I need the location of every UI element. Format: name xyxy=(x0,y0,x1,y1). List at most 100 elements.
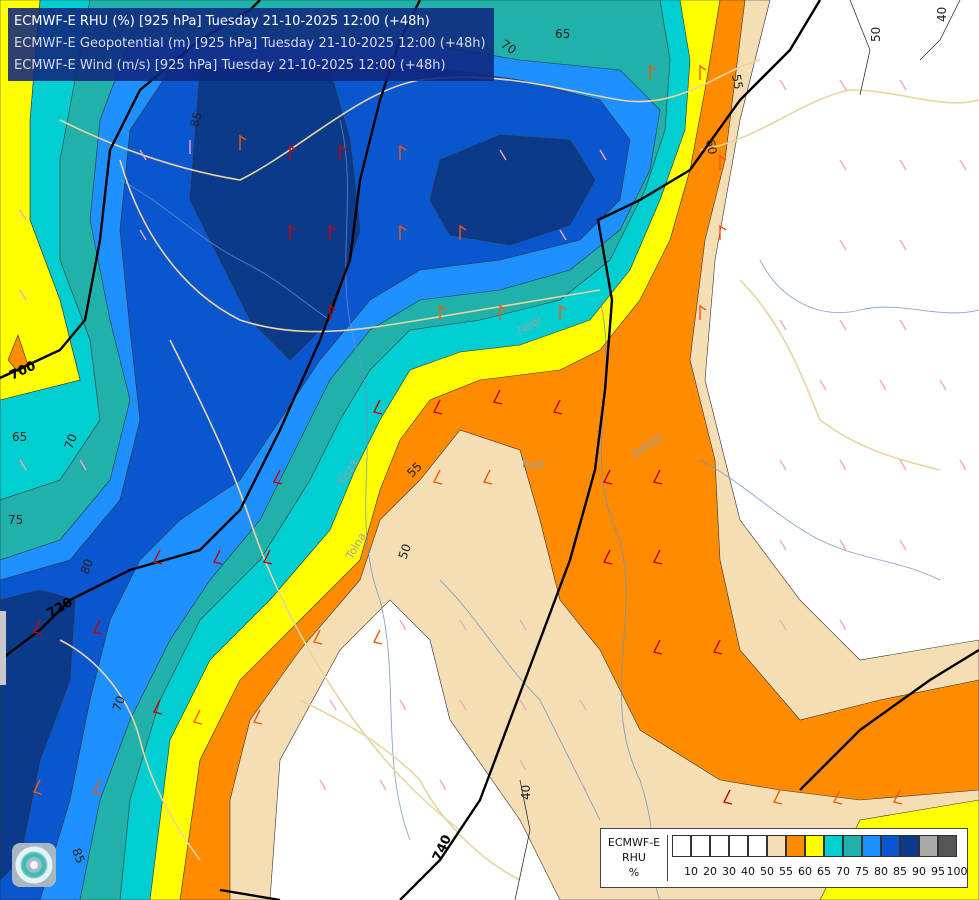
wind-barb-icon xyxy=(899,459,907,471)
wind-barbs xyxy=(19,64,967,805)
legend-tick-label: 10 xyxy=(684,865,698,878)
wind-barb-icon xyxy=(372,629,383,645)
wind-barb-icon xyxy=(599,149,607,161)
wind-barb-icon xyxy=(212,549,223,565)
wind-barb-icon xyxy=(899,539,907,551)
wind-barb-icon xyxy=(939,379,947,391)
legend-swatch xyxy=(900,835,919,857)
wind-barb-icon xyxy=(779,79,787,91)
legend-swatch xyxy=(691,835,710,857)
wind-barb-icon xyxy=(712,639,723,655)
wind-barb-icon xyxy=(839,459,847,471)
wind-barb-icon xyxy=(399,619,407,631)
wind-barb-icon xyxy=(839,539,847,551)
admin-borders xyxy=(59,59,979,881)
legend-swatch xyxy=(919,835,938,857)
wind-barb-icon xyxy=(372,399,383,415)
legend-model: ECMWF-E xyxy=(607,836,661,849)
wind-barb-icon xyxy=(959,459,967,471)
wind-barb-icon xyxy=(329,224,337,240)
wind-barb-icon xyxy=(289,144,297,160)
title-rhu: ECMWF-E RHU (%) [925 hPa] Tuesday 21-10-… xyxy=(14,14,430,29)
wind-barb-icon xyxy=(699,304,707,320)
wind-barb-icon xyxy=(559,304,567,320)
ecmwf-logo-icon xyxy=(12,843,56,887)
legend-tick-label: 40 xyxy=(741,865,755,878)
wind-barb-icon xyxy=(839,159,847,171)
legend-tick-label: 50 xyxy=(760,865,774,878)
wind-barb-icon xyxy=(719,154,727,170)
rhu-90-area-sw xyxy=(0,589,76,881)
wind-barb-icon xyxy=(602,549,613,565)
wind-barb-icon xyxy=(139,149,147,161)
legend-swatch xyxy=(881,835,900,857)
wind-barb-icon xyxy=(959,159,967,171)
wind-barb-icon xyxy=(899,159,907,171)
humidity-label: 40 xyxy=(935,7,949,22)
title-geopotential: ECMWF-E Geopotential (m) [925 hPa] Tuesd… xyxy=(14,36,486,51)
rhu-85-area xyxy=(0,59,631,900)
wind-barb-icon xyxy=(652,549,663,565)
wind-barb-icon xyxy=(602,469,613,485)
wind-barb-icon xyxy=(272,469,283,485)
wind-barb-icon xyxy=(899,239,907,251)
wind-barb-icon xyxy=(262,549,273,565)
wind-barb-icon xyxy=(459,619,467,631)
wind-barb-icon xyxy=(779,319,787,331)
wind-barb-icon xyxy=(879,379,887,391)
wind-barb-icon xyxy=(329,304,337,320)
legend-unit: % xyxy=(628,866,640,879)
wind-barb-icon xyxy=(482,469,493,485)
wind-barb-icon xyxy=(899,79,907,91)
legend-tick-label: 70 xyxy=(836,865,850,878)
legend-tick-label: 80 xyxy=(874,865,888,878)
wind-barb-icon xyxy=(519,619,527,631)
wind-barb-icon xyxy=(559,229,567,241)
humidity-label: 85 xyxy=(187,110,204,128)
humidity-label: 85 xyxy=(69,846,87,865)
humidity-label: 70 xyxy=(62,432,80,451)
legend-swatch xyxy=(748,835,767,857)
wind-barb-icon xyxy=(839,239,847,251)
wind-barb-icon xyxy=(652,639,663,655)
legend-ticks: 10 20 30 40 50 55 60 65 70 75 80 85 90 95 100 xyxy=(672,865,972,879)
rhu-90-area-ne xyxy=(429,134,596,246)
wind-barb-icon xyxy=(319,779,327,791)
wind-barb-icon xyxy=(399,699,407,711)
wind-barb-icon xyxy=(779,619,787,631)
wind-barb-icon xyxy=(432,469,443,485)
legend-swatch xyxy=(786,835,805,857)
wind-barb-icon xyxy=(832,789,843,805)
humidity-label: 50 xyxy=(396,542,414,561)
wind-barb-icon xyxy=(312,629,323,645)
wind-barb-icon xyxy=(839,79,847,91)
wind-barb-icon xyxy=(779,459,787,471)
wind-barb-icon xyxy=(552,399,563,415)
wind-barb-icon xyxy=(19,289,27,301)
wind-barb-icon xyxy=(79,459,87,471)
legend-tick-label: 65 xyxy=(817,865,831,878)
wind-barb-icon xyxy=(252,709,263,725)
wind-barb-icon xyxy=(439,304,447,320)
map-title-box: ECMWF-E RHU (%) [925 hPa] Tuesday 21-10-… xyxy=(8,8,494,81)
legend-swatches xyxy=(672,835,957,857)
wind-barb-icon xyxy=(92,779,103,795)
wind-barb-icon xyxy=(899,319,907,331)
wind-barb-icon xyxy=(579,699,587,711)
humidity-label: 80 xyxy=(78,557,96,576)
rhu-90-area-north xyxy=(189,69,361,361)
wind-barb-icon xyxy=(339,144,347,160)
legend-swatch xyxy=(843,835,862,857)
wind-barb-icon xyxy=(459,699,467,711)
legend-tick-label: 75 xyxy=(855,865,869,878)
wind-barb-icon xyxy=(779,539,787,551)
wind-barb-icon xyxy=(432,399,443,415)
wind-barb-icon xyxy=(722,789,733,805)
wind-barb-icon xyxy=(289,224,297,240)
wind-barb-icon xyxy=(492,389,503,405)
wind-barb-icon xyxy=(579,779,587,791)
side-edge-mark xyxy=(0,611,6,685)
legend-tick-label: 55 xyxy=(779,865,793,878)
humidity-label: 60 xyxy=(703,138,719,155)
